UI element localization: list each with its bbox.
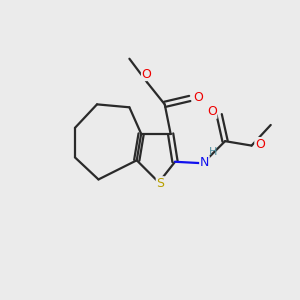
- Text: O: O: [207, 105, 217, 118]
- Text: O: O: [193, 92, 203, 104]
- Text: O: O: [255, 138, 265, 151]
- Text: N: N: [200, 156, 209, 169]
- Text: O: O: [142, 68, 152, 80]
- Text: S: S: [156, 177, 164, 190]
- Text: H: H: [209, 147, 218, 157]
